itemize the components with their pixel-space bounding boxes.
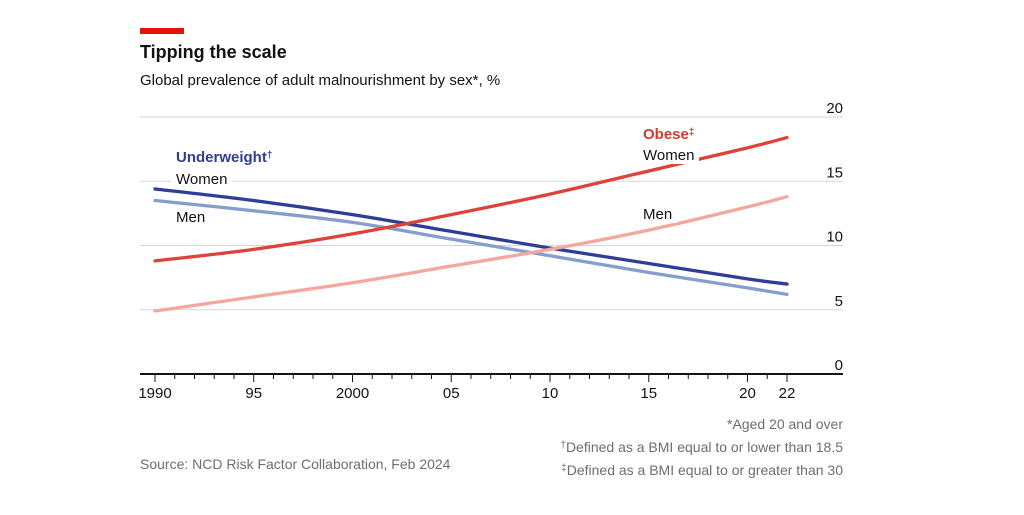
obese-group-label: Obese‡ [638,126,700,144]
double-dagger-icon: ‡ [561,463,567,474]
page-title: Tipping the scale [140,42,287,62]
x-tick-label: 2000 [336,385,369,402]
footnote-text: *Aged 20 and over [727,416,843,432]
x-tick-label: 15 [640,385,657,402]
x-tick-label: 05 [443,385,460,402]
footnote-text: Defined as a BMI equal to or lower than … [565,439,843,455]
x-tick-label: 20 [739,385,756,402]
x-tick-label: 22 [779,385,796,402]
underweight-group-label: Underweight† [171,149,278,167]
footnote-obese-def: ‡Defined as a BMI equal to or greater th… [560,460,843,483]
x-tick-label: 10 [542,385,559,402]
underweight-men-label: Men [171,209,211,227]
footnotes: *Aged 20 and over †Defined as a BMI equa… [560,414,843,483]
y-tick-label: 0 [835,357,843,374]
obese-men-label: Men [638,206,678,224]
x-tick-label: 1990 [138,385,171,402]
y-tick-label: 20 [826,100,843,117]
series-line-underweight-men [153,198,789,296]
accent-bar [140,28,184,34]
source-note: Source: NCD Risk Factor Collaboration, F… [140,456,451,472]
series-line-obese-men [153,195,789,313]
dagger-icon: † [266,150,273,161]
series-line-underweight-women [153,187,789,286]
series-line-obese-women [153,135,789,263]
y-tick-label: 10 [826,229,843,246]
footnote-text: Defined as a BMI equal to or greater tha… [566,462,843,478]
chart-subtitle: Global prevalence of adult malnourishmen… [140,72,501,89]
x-tick-label: 95 [245,385,262,402]
underweight-women-label: Women [171,171,233,189]
footnote-aged: *Aged 20 and over [560,414,843,437]
obese-women-label: Women [638,147,700,165]
obese-label-text: Obese [643,126,689,143]
y-tick-label: 15 [826,164,843,181]
dagger-icon: † [560,440,566,451]
underweight-label-text: Underweight [176,149,267,166]
y-tick-label: 5 [835,293,843,310]
double-dagger-icon: ‡ [688,127,695,138]
footnote-underweight-def: †Defined as a BMI equal to or lower than… [560,437,843,460]
